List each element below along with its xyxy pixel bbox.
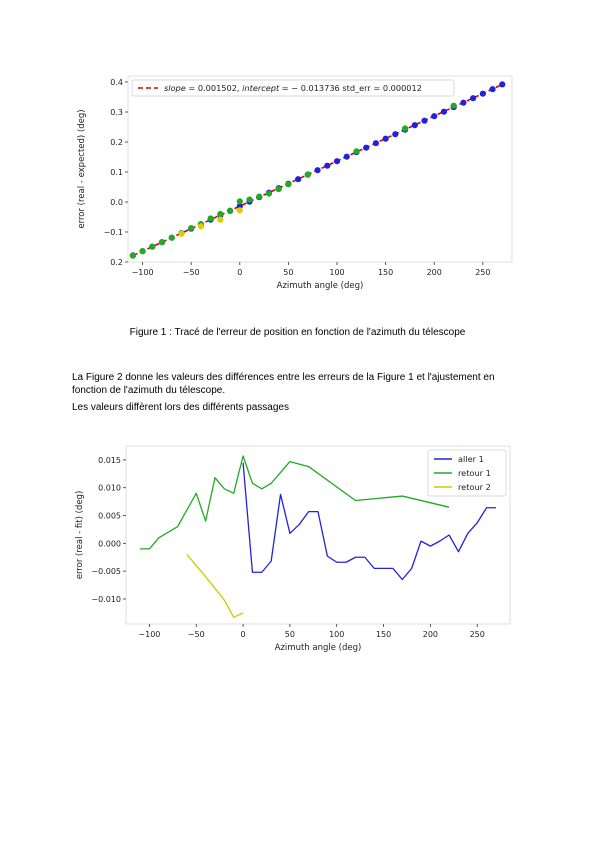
data-point [129, 252, 136, 259]
series-line-2 [186, 554, 244, 618]
y-tick-label: 0.015 [98, 456, 121, 465]
y-tick-label: 0.2 [110, 258, 123, 267]
data-point [149, 243, 156, 250]
x-tick-label: 0 [241, 630, 246, 639]
legend-label-0: aller 1 [458, 454, 484, 464]
x-tick-label: 150 [378, 268, 393, 277]
x-tick-label: 250 [470, 630, 485, 639]
legend-fit-text: slope = 0.001502, intercept = − 0.013736… [164, 83, 422, 93]
x-tick-label: 200 [423, 630, 438, 639]
data-point [246, 196, 253, 203]
x-tick-label: −50 [188, 630, 205, 639]
data-point [265, 190, 273, 197]
data-point [460, 99, 467, 106]
paragraph-passages: Les valeurs diffèrent lors des différent… [72, 402, 289, 413]
data-point [217, 216, 224, 223]
data-point [401, 125, 409, 132]
data-point [440, 108, 448, 115]
y-tick-label: −0.1 [104, 228, 123, 237]
data-point [489, 86, 496, 93]
data-point [363, 144, 370, 151]
data-point [217, 210, 224, 218]
x-tick-label: 100 [329, 268, 344, 277]
figure-2-chart: −100 −50 0 50 100 150 200 2500.0150.0100.0050.0… [75, 445, 511, 653]
series-1 [129, 102, 457, 259]
x-tick-label: −50 [183, 268, 200, 277]
legend: aller 1 retour 1 retour 2 [427, 449, 507, 497]
x-axis: −100 −50 0 50 100 150 200 250 [132, 262, 490, 277]
data-point [275, 186, 282, 193]
data-point [499, 81, 506, 88]
data-point [295, 176, 302, 183]
paragraph-figure-2-intro: La Figure 2 donne les valeurs des différ… [72, 372, 495, 396]
legend-label-2: retour 2 [458, 482, 491, 492]
plot-frame [125, 445, 511, 625]
x-tick-label: −100 [132, 268, 154, 277]
y-tick-label: 0.2 [110, 138, 123, 147]
x-tick-label: 50 [285, 630, 295, 639]
x-tick-label: 0 [237, 268, 242, 277]
data-point [431, 113, 438, 120]
y-tick-label: 0.1 [110, 168, 123, 177]
y-tick-label: −0.005 [91, 567, 121, 576]
data-point [343, 153, 350, 160]
data-point [333, 158, 341, 165]
x-tick-label: 50 [283, 268, 293, 277]
x-tick-label: 200 [427, 268, 442, 277]
series-line-0 [242, 462, 496, 581]
plot-frame [127, 75, 513, 263]
x-tick-label: 150 [376, 630, 391, 639]
x-tick-label: 100 [329, 630, 344, 639]
legend: slope = 0.001502, intercept = − 0.013736… [131, 79, 455, 97]
data-point [372, 140, 379, 147]
data-point [421, 117, 428, 124]
data-point [314, 167, 321, 174]
data-point [188, 225, 195, 232]
data-point [139, 248, 146, 255]
data-point [392, 131, 399, 138]
figure-1-chart: −100 −50 0 50 100 150 200 250 0.4 0.3 0.2 0.1 0.0 −0.… [77, 75, 513, 291]
series-2 [178, 207, 243, 237]
data-point [353, 148, 360, 155]
data-point [285, 181, 292, 188]
y-tick-label: 0.010 [98, 484, 121, 493]
data-point [236, 207, 243, 214]
series-line-1 [140, 455, 450, 550]
legend-label-1: retour 1 [458, 468, 491, 478]
data-point [304, 171, 311, 178]
y-tick-label: 0.000 [98, 539, 121, 548]
data-point [411, 122, 418, 129]
x-axis-label: Azimuth angle (deg) [275, 643, 362, 653]
x-axis: −100 −50 0 50 100 150 200 250 [138, 624, 485, 639]
data-point [207, 215, 214, 222]
data-point [178, 230, 185, 237]
data-point [236, 198, 243, 205]
y-tick-label: −0.010 [91, 595, 121, 604]
data-point [226, 207, 234, 215]
data-point [256, 193, 263, 200]
legend-box [427, 449, 507, 497]
data-point [324, 162, 331, 169]
y-tick-label: 0.4 [110, 78, 123, 87]
figure-1-caption: Figure 1 : Tracé de l'erreur de position… [129, 327, 466, 338]
data-point [197, 223, 205, 230]
y-axis-label: error (real - fit) (deg) [75, 491, 85, 580]
data-point [450, 102, 457, 109]
y-tick-label: 0.005 [98, 512, 121, 521]
data-point [382, 135, 389, 142]
data-point [470, 95, 477, 102]
x-tick-label: −100 [138, 630, 160, 639]
y-tick-label: 0.0 [110, 198, 123, 207]
data-point [158, 239, 166, 246]
y-tick-label: 0.3 [110, 108, 123, 117]
x-axis-label: Azimuth angle (deg) [277, 281, 364, 291]
y-axis: 0.4 0.3 0.2 0.1 0.0 −0.1 0.2 [104, 78, 128, 267]
y-axis: 0.015 0.010 0.005 0.000 −0.005 −0.010 [91, 456, 126, 604]
y-axis-label: error (real - expected) (deg) [77, 109, 87, 228]
data-point [168, 234, 175, 241]
series-0 [129, 81, 506, 259]
x-tick-label: 250 [475, 268, 490, 277]
legend-box [131, 79, 455, 97]
data-point [479, 90, 486, 97]
